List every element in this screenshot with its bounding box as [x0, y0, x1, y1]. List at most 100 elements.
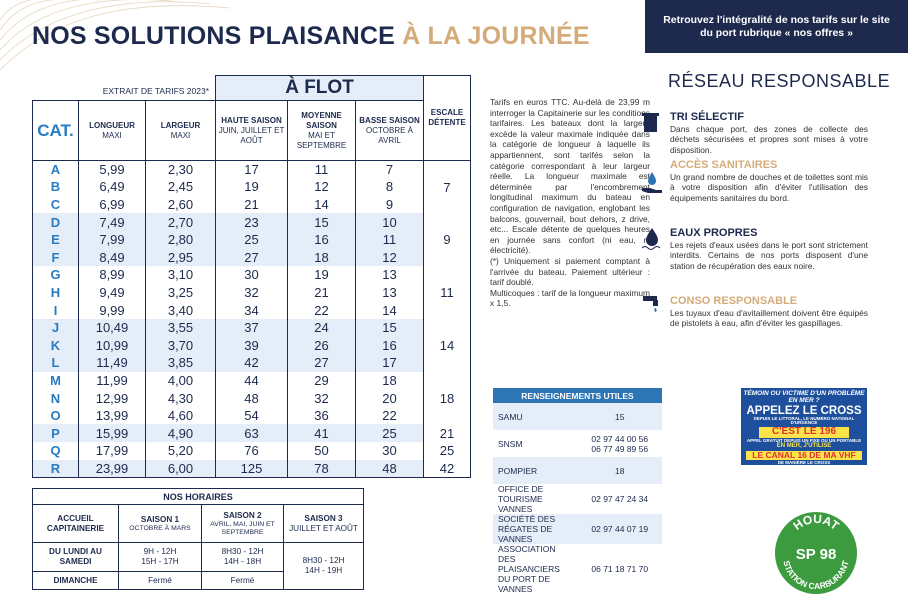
station-top: HOUAT: [791, 512, 843, 533]
hours-header-title: SAISON 2: [223, 510, 262, 520]
tariff-cell: 6,99: [78, 195, 146, 214]
tariff-cell: 13: [355, 266, 425, 284]
item-heading: ACCÈS SANITAIRES: [670, 159, 778, 171]
tariff-cell: 3,40: [144, 301, 217, 319]
column-title: HAUTE SAISON: [221, 115, 282, 125]
phone-line: 18: [615, 465, 625, 476]
tariff-cell: 22: [355, 406, 425, 425]
item-heading: TRI SÉLECTIF: [670, 111, 744, 123]
cross-call: APPELEZ LE CROSS: [746, 404, 862, 417]
hours-header: ACCUEIL CAPITAINERIE: [32, 504, 119, 543]
title-highlight: À LA JOURNÉE: [402, 22, 590, 50]
hours-day: DU LUNDI AU SAMEDI: [32, 542, 119, 572]
hours-table: NOS HORAIRES ACCUEIL CAPITAINERIE SAISON…: [31, 488, 365, 590]
station-bottom: STATION CARBURANT: [781, 559, 850, 591]
hours-cell: 9H - 12H 15H - 17H: [118, 542, 202, 572]
icon-hand: [642, 172, 662, 193]
tariff-cell: 42: [215, 354, 289, 372]
category: K: [32, 336, 79, 355]
tariff-cell: 18: [287, 248, 357, 267]
column-header: HAUTE SAISON JUIN, JUILLET ET AOÛT: [215, 100, 289, 161]
item-heading: CONSO RESPONSABLE: [670, 295, 798, 307]
category: D: [32, 213, 79, 231]
tariff-cell: 4,60: [144, 406, 217, 425]
contact-row: SOCIÉTÉ DES RÉGATES DE VANNES 02 97 44 07…: [493, 514, 662, 544]
tariff-cell: 11,49: [78, 354, 146, 372]
tariff-cell: 4,30: [144, 389, 217, 407]
contact-phone: 15: [577, 403, 662, 430]
hours-cell: Fermé: [201, 571, 284, 590]
tariff-cell: 16: [355, 336, 425, 355]
tariff-cell: 6,49: [78, 178, 146, 196]
tariff-row: K 10,99 3,70 39 26 16: [32, 336, 471, 355]
contact-phone: 02 97 44 07 19: [577, 514, 662, 544]
contact-name: SOCIÉTÉ DES RÉGATES DE VANNES: [493, 514, 578, 544]
tariff-cell: 21: [215, 195, 289, 214]
tariff-cell: 10: [355, 213, 425, 231]
phone-line: 02 97 47 24 34: [591, 494, 649, 504]
column-header: CAT.: [32, 100, 79, 161]
note: Multicoques : tarif de la longueur maxim…: [490, 287, 650, 309]
phone-line: 02 97 44 07 19: [591, 524, 649, 534]
contact-row: OFFICE DE TOURISME VANNES 02 97 47 24 34: [493, 484, 662, 514]
tariff-cell: 34: [215, 301, 289, 319]
icon-tap: [643, 296, 658, 312]
category: R: [32, 459, 79, 478]
tariff-row: O 13,99 4,60 54 36 22: [32, 406, 471, 425]
contact-row: SNSM 02 97 44 00 56 06 77 49 89 56: [493, 430, 662, 457]
category: P: [32, 424, 79, 442]
decor-waves: [0, 0, 231, 71]
hours-header-title: SAISON 1: [140, 514, 180, 524]
phone-line: 06 71 18 71 70: [591, 564, 649, 574]
tariff-cell: 2,70: [144, 213, 217, 231]
group-header: À FLOT: [215, 75, 425, 101]
cross-question: TÉMOIN OU VICTIME D'UN PROBLÈME EN MER ?: [743, 390, 865, 404]
escale-cell: 11: [423, 266, 472, 319]
tariff-cell: 12: [287, 178, 357, 196]
notes: Tarifs en euros TTC. Au-delà de 23,99 m …: [490, 97, 650, 309]
header-row: CAT. LONGUEUR MAXI LARGEUR MAXI HAUTE SAISON J…: [32, 100, 471, 161]
tariff-cell: 17,99: [78, 442, 146, 460]
hours-header-sub: AVRIL, MAI, JUIN ET SEPTEMBRE: [210, 520, 275, 536]
tariff-cell: 24: [287, 318, 357, 337]
tariff-cell: 25: [355, 424, 425, 442]
category: O: [32, 406, 79, 425]
column-sub: OCTOBRE À AVRIL: [366, 125, 413, 145]
escale-cell: 7: [423, 160, 472, 214]
column-header: LONGUEUR MAXI: [78, 100, 146, 161]
tariff-row: N 12,99 4,30 48 32 20: [32, 389, 471, 407]
tariff-cell: 3,25: [144, 283, 217, 302]
column-title: CAT.: [37, 120, 74, 140]
tariff-cell: 2,80: [144, 230, 217, 249]
tariff-cell: 14: [355, 301, 425, 319]
hours-title: NOS HORAIRES: [31, 488, 365, 505]
contact-name: POMPIER: [493, 457, 578, 484]
icon-bin: [642, 113, 659, 132]
tariff-row: J 10,49 3,55 37 24 15 14: [32, 318, 472, 372]
tariff-cell: 63: [215, 424, 289, 442]
hours-cell: 8H30 - 12H 14H - 18H: [201, 542, 284, 572]
tariff-cell: 2,60: [144, 195, 217, 214]
hours-header: SAISON 1 OCTOBRE À MARS: [118, 504, 202, 543]
category: C: [32, 195, 79, 214]
tariff-cell: 76: [215, 442, 289, 460]
station-fuel: SP 98: [796, 546, 837, 563]
tariff-cell: 3,70: [144, 336, 217, 355]
tariff-cell: 21: [287, 283, 357, 302]
contact-row: SAMU 15: [493, 403, 662, 430]
contact-phone: 02 97 44 00 56 06 77 49 89 56: [578, 430, 663, 457]
reseau-item: TRI SÉLECTIF Dans chaque port, des zones …: [670, 110, 868, 155]
column-sub: MAXI: [170, 130, 191, 140]
tariff-cell: 48: [215, 389, 289, 407]
tariff-row: F 8,49 2,95 27 18 12: [32, 248, 471, 267]
tariff-table: EXTRAIT DE TARIFS 2023* À FLOT ESCALE DÉTE…: [32, 75, 472, 478]
column-header: MOYENNE SAISON MAI ET SEPTEMBRE: [287, 100, 357, 161]
contact-name: OFFICE DE TOURISME VANNES: [498, 484, 544, 514]
hours-header-title: SAISON 3: [304, 513, 343, 523]
contact-row: POMPIER 18: [493, 457, 662, 484]
hours-header: SAISON 2 AVRIL, MAI, JUIN ET SEPTEMBRE: [201, 504, 284, 543]
title-main: NOS SOLUTIONS PLAISANCE: [32, 22, 395, 50]
item-heading: EAUX PROPRES: [670, 227, 758, 239]
hours-cell: Fermé: [118, 571, 202, 590]
